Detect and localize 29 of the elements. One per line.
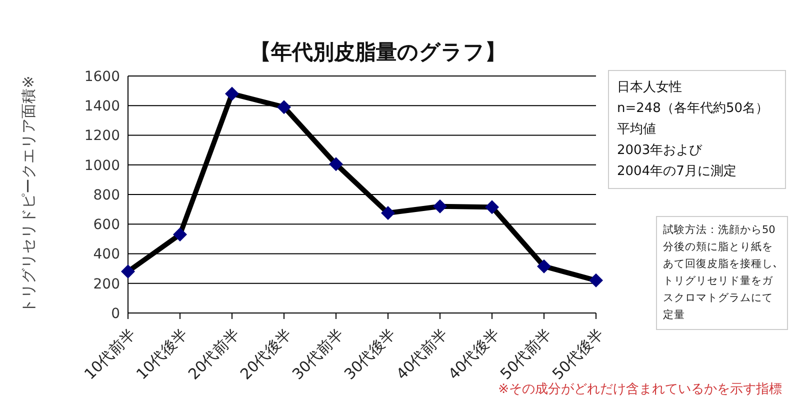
- y-tick-label: 1000: [84, 158, 120, 174]
- text: 日本人女性: [617, 79, 683, 97]
- point: [589, 273, 603, 288]
- point: [329, 157, 343, 172]
- y-tick-label: 400: [93, 246, 120, 263]
- text: ※その成分がどれだけ含まれているかを示す指標: [498, 381, 782, 398]
- point: [277, 100, 291, 114]
- x-tick-label: 50代後半: [548, 325, 607, 384]
- y-tick-label: 200: [93, 276, 120, 292]
- text: 平均値: [617, 121, 657, 139]
- text: 試験方法：洗顔から50分後の頬に脂とり紙をあて回復皮脂を接種し､トリグリセリド量をガスクロマトグラムにて定量: [656, 216, 788, 330]
- point: [173, 227, 187, 242]
- text: 2004年の7月に測定: [617, 163, 738, 181]
- y-tick-label: 0: [111, 306, 120, 322]
- chart-title: 【年代別皮脂量のグラフ】: [249, 39, 507, 66]
- y-tick-label: 1200: [84, 128, 120, 144]
- y-axis-title: トリグリセリドピークエリア面積※: [19, 76, 38, 314]
- text: 2003年および: [617, 142, 704, 160]
- y-tick-label: 600: [93, 217, 120, 234]
- y-tick-label: 1400: [84, 98, 120, 115]
- point: [485, 200, 499, 214]
- point: [537, 259, 551, 274]
- text: n=248（各年代約50名）: [617, 100, 770, 118]
- point: [381, 206, 395, 220]
- point: [225, 86, 239, 101]
- y-tick-label: 800: [93, 187, 120, 204]
- point: [433, 199, 447, 214]
- point: [121, 264, 135, 279]
- y-tick-label: 1600: [84, 68, 120, 85]
